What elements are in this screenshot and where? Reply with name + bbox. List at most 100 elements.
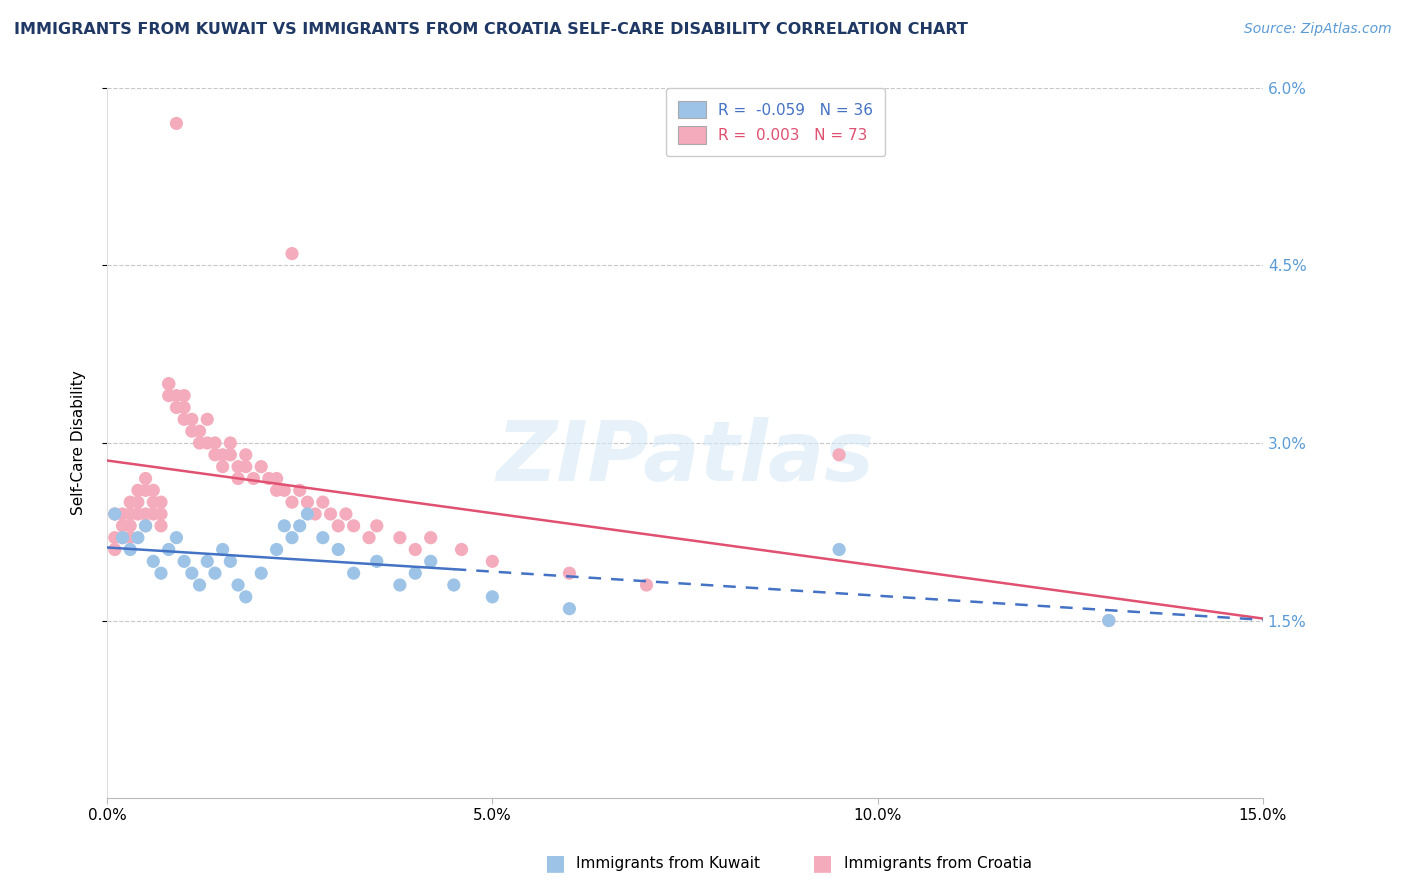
- Point: [173, 389, 195, 403]
- Point: [211, 459, 233, 474]
- Point: [266, 483, 288, 498]
- Point: [104, 542, 127, 557]
- Point: [828, 448, 851, 462]
- Point: [328, 542, 350, 557]
- Point: [312, 495, 335, 509]
- Text: IMMIGRANTS FROM KUWAIT VS IMMIGRANTS FROM CROATIA SELF-CARE DISABILITY CORRELATI: IMMIGRANTS FROM KUWAIT VS IMMIGRANTS FRO…: [14, 22, 967, 37]
- Point: [235, 590, 257, 604]
- Point: [281, 246, 304, 260]
- Point: [558, 601, 581, 615]
- Point: [419, 554, 441, 568]
- Point: [150, 519, 173, 533]
- Point: [558, 566, 581, 581]
- Point: [481, 590, 503, 604]
- Point: [204, 566, 226, 581]
- Text: Immigrants from Kuwait: Immigrants from Kuwait: [576, 856, 761, 871]
- Point: [188, 436, 211, 450]
- Y-axis label: Self-Care Disability: Self-Care Disability: [72, 370, 86, 516]
- Point: [366, 519, 388, 533]
- Point: [357, 531, 380, 545]
- Point: [195, 412, 218, 426]
- Point: [273, 483, 295, 498]
- Point: [104, 531, 127, 545]
- Point: [312, 531, 335, 545]
- Point: [173, 412, 195, 426]
- Point: [242, 471, 264, 485]
- Point: [120, 495, 142, 509]
- Point: [288, 519, 311, 533]
- Point: [111, 507, 134, 521]
- Point: [343, 566, 366, 581]
- Point: [135, 519, 157, 533]
- Point: [165, 116, 187, 130]
- Point: [343, 519, 366, 533]
- Text: ZIPatlas: ZIPatlas: [496, 417, 875, 498]
- Point: [419, 531, 441, 545]
- Legend: R =  -0.059   N = 36, R =  0.003   N = 73: R = -0.059 N = 36, R = 0.003 N = 73: [666, 88, 886, 156]
- Point: [127, 483, 149, 498]
- Point: [266, 542, 288, 557]
- Point: [180, 424, 202, 438]
- Point: [135, 471, 157, 485]
- Point: [142, 495, 165, 509]
- Point: [165, 389, 187, 403]
- Point: [281, 495, 304, 509]
- Point: [257, 471, 280, 485]
- Point: [226, 459, 249, 474]
- Point: [204, 436, 226, 450]
- Point: [235, 448, 257, 462]
- Text: Immigrants from Croatia: Immigrants from Croatia: [844, 856, 1032, 871]
- Point: [297, 507, 319, 521]
- Point: [195, 554, 218, 568]
- Point: [388, 531, 411, 545]
- Point: [157, 376, 180, 391]
- Point: [165, 401, 187, 415]
- Point: [157, 542, 180, 557]
- Point: [443, 578, 465, 592]
- Point: [157, 389, 180, 403]
- Point: [211, 542, 233, 557]
- Point: [211, 448, 233, 462]
- Point: [266, 471, 288, 485]
- Point: [204, 448, 226, 462]
- Point: [188, 578, 211, 592]
- Point: [250, 566, 273, 581]
- Point: [226, 471, 249, 485]
- Point: [250, 459, 273, 474]
- Point: [273, 519, 295, 533]
- Point: [111, 519, 134, 533]
- Point: [120, 531, 142, 545]
- Point: [404, 566, 426, 581]
- Point: [219, 554, 242, 568]
- Point: [104, 507, 127, 521]
- Point: [142, 554, 165, 568]
- Point: [235, 459, 257, 474]
- Point: [328, 519, 350, 533]
- Point: [366, 554, 388, 568]
- Point: [188, 424, 211, 438]
- Point: [120, 507, 142, 521]
- Point: [304, 507, 326, 521]
- Point: [127, 495, 149, 509]
- Point: [135, 519, 157, 533]
- Point: [1098, 614, 1121, 628]
- Point: [281, 531, 304, 545]
- Point: [1098, 614, 1121, 628]
- Point: [288, 483, 311, 498]
- Point: [150, 495, 173, 509]
- Point: [226, 578, 249, 592]
- Point: [150, 507, 173, 521]
- Point: [636, 578, 658, 592]
- Point: [127, 531, 149, 545]
- Point: [120, 519, 142, 533]
- Point: [219, 448, 242, 462]
- Point: [180, 566, 202, 581]
- Point: [481, 554, 503, 568]
- Point: [104, 507, 127, 521]
- Point: [319, 507, 342, 521]
- Text: ■: ■: [546, 854, 565, 873]
- Point: [195, 436, 218, 450]
- Point: [173, 554, 195, 568]
- Point: [404, 542, 426, 557]
- Point: [135, 483, 157, 498]
